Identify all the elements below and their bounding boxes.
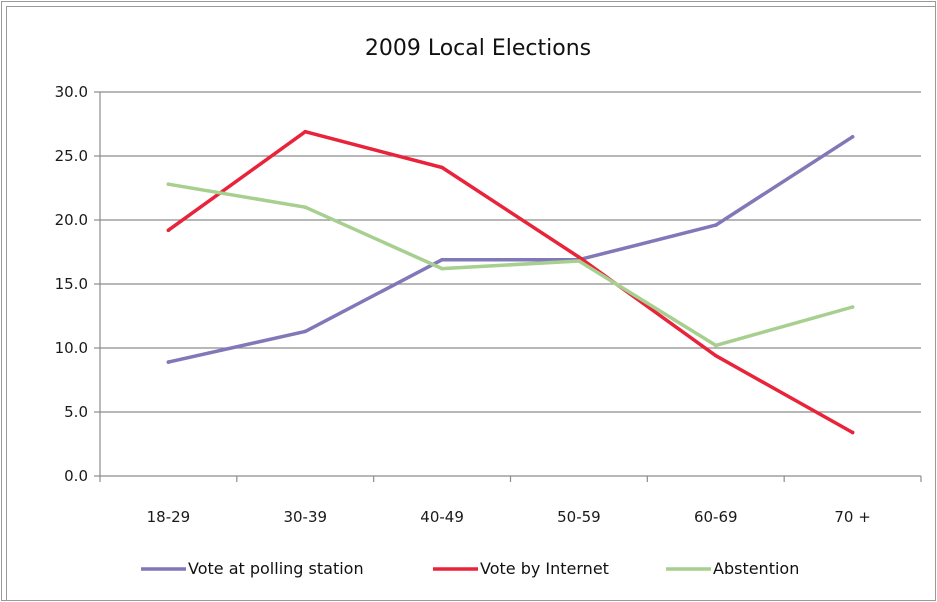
y-axis-tick-labels: 0.0 5.0 10.0 15.0 20.0 25.0 30.0 bbox=[55, 83, 88, 485]
data-point bbox=[850, 135, 855, 139]
data-point bbox=[303, 129, 308, 134]
data-point bbox=[713, 353, 718, 358]
y-tick-label: 0.0 bbox=[64, 467, 88, 485]
x-tick-label: 30-39 bbox=[283, 508, 327, 526]
data-point bbox=[577, 259, 581, 263]
series-lines bbox=[166, 129, 855, 435]
series-line-2 bbox=[166, 182, 855, 348]
y-tick-label: 15.0 bbox=[55, 275, 88, 293]
chart-title: 2009 Local Elections bbox=[365, 36, 591, 61]
data-point bbox=[713, 343, 718, 348]
gridlines bbox=[100, 91, 921, 413]
legend-label: Vote by Internet bbox=[480, 559, 609, 578]
data-point bbox=[850, 430, 855, 435]
y-tick-label: 25.0 bbox=[55, 147, 88, 165]
x-tick-label: 40-49 bbox=[420, 508, 464, 526]
data-point bbox=[303, 329, 308, 334]
y-tick-label: 30.0 bbox=[55, 83, 88, 101]
data-point bbox=[440, 266, 444, 271]
x-tick-label: 60-69 bbox=[694, 508, 738, 526]
data-point bbox=[713, 223, 718, 227]
legend-label: Abstention bbox=[713, 559, 799, 578]
data-point bbox=[577, 255, 581, 259]
series-line-0 bbox=[166, 135, 855, 364]
data-point bbox=[440, 257, 444, 262]
x-axis-tick-labels: 18-29 30-39 40-49 50-59 60-69 70 + bbox=[147, 508, 871, 526]
x-tick-label: 50-59 bbox=[557, 508, 601, 526]
data-point bbox=[166, 228, 171, 233]
data-point bbox=[440, 165, 444, 170]
y-tick-label: 5.0 bbox=[64, 403, 88, 421]
legend: Vote at polling station Vote by Internet A… bbox=[141, 559, 799, 578]
data-point bbox=[166, 360, 171, 364]
x-tick-label: 70 + bbox=[834, 508, 870, 526]
y-tick-label: 10.0 bbox=[55, 339, 88, 357]
data-point bbox=[303, 205, 308, 209]
series-line-1 bbox=[166, 129, 855, 435]
legend-label: Vote at polling station bbox=[188, 559, 364, 578]
frame-border-inner bbox=[6, 6, 935, 600]
x-tick-label: 18-29 bbox=[147, 508, 191, 526]
y-tick-label: 20.0 bbox=[55, 211, 88, 229]
data-point bbox=[166, 182, 171, 186]
axes bbox=[94, 91, 922, 482]
data-point bbox=[850, 305, 855, 309]
